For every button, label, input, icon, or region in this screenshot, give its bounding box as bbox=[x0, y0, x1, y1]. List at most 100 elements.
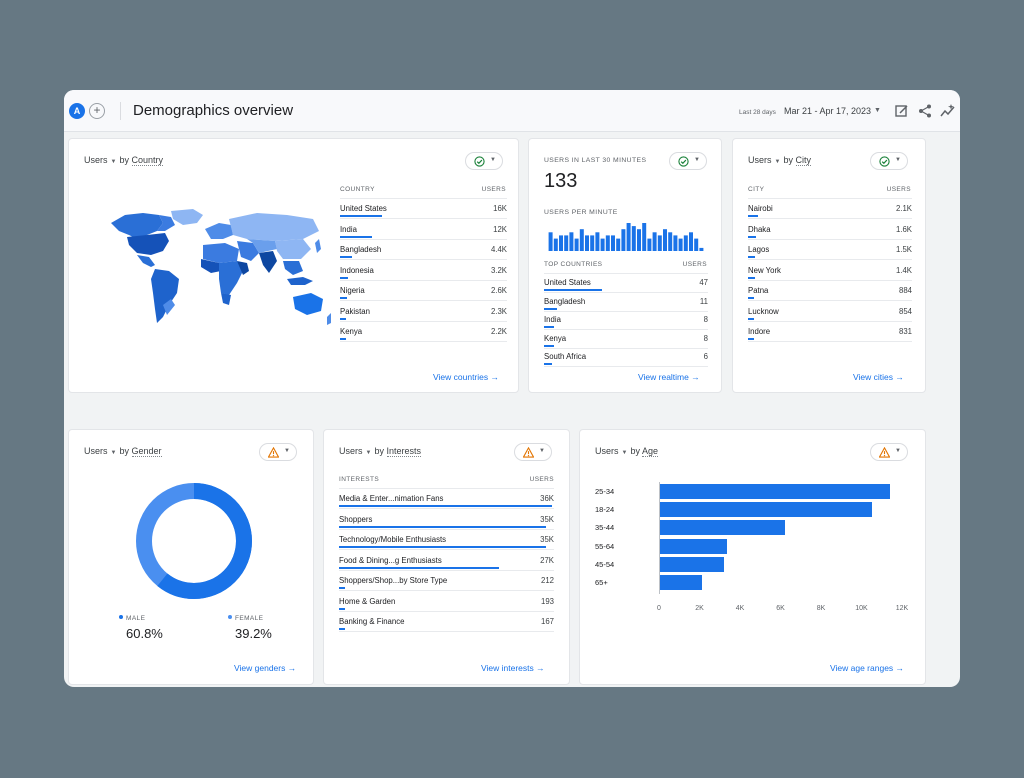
row-value: 27K bbox=[540, 555, 554, 565]
dimension-selector[interactable]: Gender bbox=[131, 446, 162, 457]
row-divider bbox=[544, 310, 708, 312]
minute-bar bbox=[569, 232, 574, 251]
row-label[interactable]: Kenya bbox=[340, 327, 363, 336]
row-label[interactable]: Shoppers bbox=[339, 514, 373, 524]
age-bar[interactable] bbox=[659, 575, 702, 590]
card-title[interactable]: Users ▼ by Interests bbox=[339, 446, 422, 457]
dimension-selector[interactable]: Country bbox=[131, 155, 164, 166]
row-label[interactable]: Technology/Mobile Enthusiasts bbox=[339, 535, 447, 544]
by-label: by bbox=[119, 446, 129, 456]
row-label[interactable]: New York bbox=[748, 265, 781, 275]
row-label[interactable]: Nairobi bbox=[748, 204, 773, 213]
view-genders-label: View genders bbox=[234, 663, 286, 673]
map-region-russia bbox=[229, 213, 319, 241]
row-label[interactable]: India bbox=[544, 315, 561, 324]
row-value: 8 bbox=[703, 315, 708, 324]
users-by-age-card: Users ▼ by Age ▼ View age ranges → 25-34 18… bbox=[579, 429, 926, 685]
row-label[interactable]: Patna bbox=[748, 286, 769, 295]
row-label[interactable]: Home & Garden bbox=[339, 596, 396, 606]
dimension-selector[interactable]: Interests bbox=[386, 446, 422, 457]
age-category-label: 25-34 bbox=[595, 487, 615, 496]
view-age-ranges-link[interactable]: View age ranges → bbox=[830, 663, 904, 673]
row-share-bar bbox=[544, 344, 554, 347]
row-label[interactable]: Indonesia bbox=[340, 265, 374, 275]
male-label: MALE bbox=[126, 615, 146, 622]
row-label[interactable]: South Africa bbox=[544, 352, 587, 361]
row-label[interactable]: Lucknow bbox=[748, 306, 779, 316]
row-label[interactable]: Indore bbox=[748, 327, 771, 336]
date-range-picker[interactable]: Mar 21 - Apr 17, 2023 bbox=[784, 106, 872, 116]
view-countries-link[interactable]: View countries → bbox=[433, 372, 499, 382]
view-cities-label: View cities bbox=[853, 372, 893, 382]
row-label[interactable]: Kenya bbox=[544, 333, 567, 343]
row-label[interactable]: Lagos bbox=[748, 245, 770, 254]
row-label[interactable]: Shoppers/Shop...by Store Type bbox=[339, 576, 448, 585]
row-label[interactable]: India bbox=[340, 224, 357, 234]
age-bar[interactable] bbox=[659, 484, 890, 499]
gender-donut-chart[interactable] bbox=[134, 481, 254, 601]
age-bar[interactable] bbox=[659, 556, 724, 572]
dimension-selector[interactable]: Age bbox=[642, 446, 659, 457]
data-quality-status-button[interactable]: ▼ bbox=[870, 152, 908, 170]
view-interests-label: View interests bbox=[481, 663, 534, 673]
world-map[interactable] bbox=[107, 209, 332, 334]
row-label[interactable]: Pakistan bbox=[340, 306, 370, 316]
users-per-minute-chart[interactable] bbox=[548, 221, 704, 251]
add-comparison-button[interactable]: + bbox=[89, 103, 105, 119]
row-label[interactable]: Nigeria bbox=[340, 286, 365, 295]
card-title[interactable]: Users ▼ by Gender bbox=[84, 446, 162, 457]
age-bar[interactable] bbox=[659, 538, 727, 554]
data-quality-status-button[interactable]: ▼ bbox=[259, 443, 297, 461]
share-icon[interactable] bbox=[917, 103, 933, 119]
edit-report-icon[interactable] bbox=[894, 103, 910, 119]
column-header-users[interactable]: USERS bbox=[886, 186, 911, 193]
minute-bar bbox=[657, 235, 662, 251]
chevron-down-icon[interactable]: ▼ bbox=[874, 107, 881, 114]
view-realtime-link[interactable]: View realtime → bbox=[638, 372, 700, 382]
row-label[interactable]: Food & Dining...g Enthusiasts bbox=[339, 555, 442, 565]
insights-icon[interactable] bbox=[940, 103, 956, 119]
data-quality-status-button[interactable]: ▼ bbox=[514, 443, 552, 461]
account-avatar[interactable]: A bbox=[69, 103, 85, 119]
dimension-selector[interactable]: City bbox=[795, 155, 811, 166]
row-label[interactable]: United States bbox=[544, 278, 591, 287]
data-quality-status-button[interactable]: ▼ bbox=[669, 152, 707, 170]
metric-selector[interactable]: Users bbox=[595, 446, 619, 456]
data-quality-status-button[interactable]: ▼ bbox=[465, 152, 503, 170]
data-quality-status-button[interactable]: ▼ bbox=[870, 443, 908, 461]
view-cities-link[interactable]: View cities → bbox=[853, 372, 904, 382]
age-bar[interactable] bbox=[659, 502, 872, 518]
minute-bar bbox=[631, 226, 636, 251]
row-label[interactable]: Bangladesh bbox=[340, 245, 382, 254]
x-tick-label: 6K bbox=[776, 605, 785, 612]
metric-selector[interactable]: Users bbox=[339, 446, 363, 456]
card-title[interactable]: Users ▼ by Country bbox=[84, 155, 164, 166]
row-divider bbox=[544, 347, 708, 349]
map-region-europe bbox=[205, 223, 233, 239]
row-label[interactable]: Dhaka bbox=[748, 224, 771, 234]
metric-selector[interactable]: Users bbox=[748, 155, 772, 165]
view-genders-link[interactable]: View genders → bbox=[234, 663, 296, 673]
age-bar[interactable] bbox=[659, 520, 785, 536]
row-label[interactable]: Bangladesh bbox=[544, 296, 586, 306]
card-title[interactable]: Users ▼ by Age bbox=[595, 446, 659, 457]
chevron-down-icon: ▼ bbox=[694, 157, 700, 163]
row-share-bar bbox=[340, 297, 347, 299]
column-header-users[interactable]: USERS bbox=[529, 476, 554, 483]
page-title: Demographics overview bbox=[133, 102, 294, 119]
metric-selector[interactable]: Users bbox=[84, 446, 108, 456]
row-label[interactable]: Media & Enter...nimation Fans bbox=[339, 494, 444, 503]
column-header-users[interactable]: USERS bbox=[481, 186, 506, 193]
arrow-right-icon: → bbox=[895, 372, 904, 382]
card-title[interactable]: Users ▼ by City bbox=[748, 155, 811, 166]
row-value: 2.3K bbox=[490, 306, 507, 316]
minute-bar bbox=[637, 229, 641, 251]
column-header-users[interactable]: USERS bbox=[682, 261, 707, 268]
row-label[interactable]: Banking & Finance bbox=[339, 617, 405, 626]
view-interests-link[interactable]: View interests → bbox=[481, 663, 545, 673]
row-label[interactable]: United States bbox=[340, 204, 387, 213]
check-circle-icon bbox=[474, 156, 485, 167]
view-realtime-label: View realtime bbox=[638, 372, 689, 382]
metric-selector[interactable]: Users bbox=[84, 155, 108, 165]
map-region-central-asia bbox=[247, 239, 277, 253]
